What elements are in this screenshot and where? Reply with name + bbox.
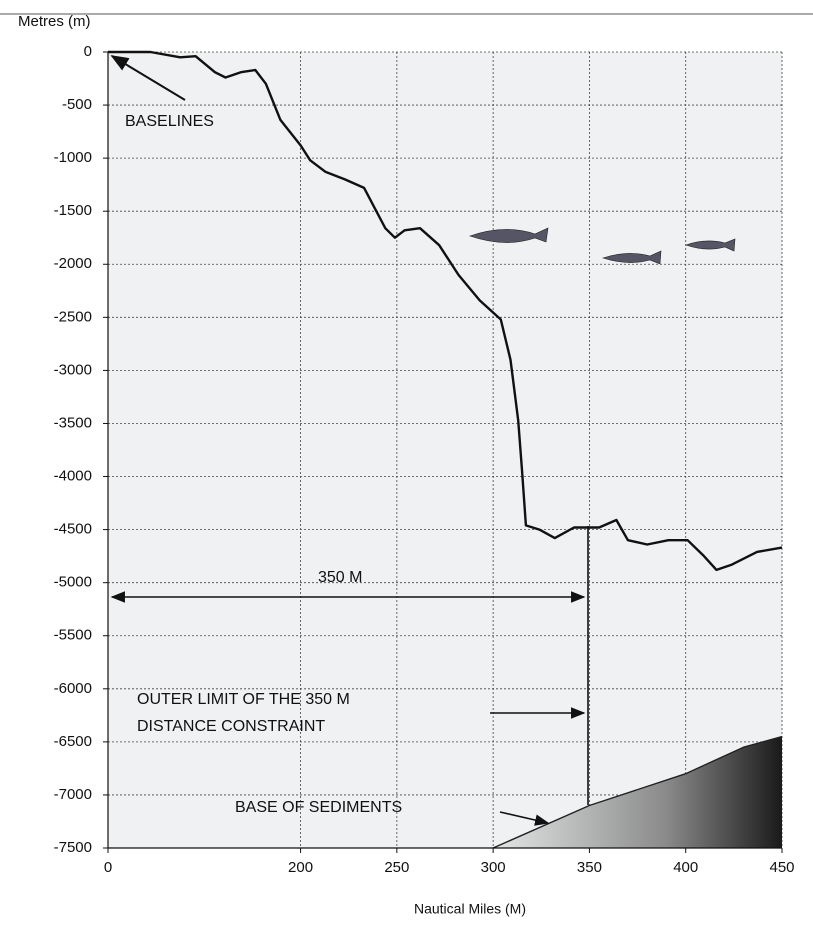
annotation: BASELINES — [125, 113, 214, 130]
baselines-arrow — [110, 55, 186, 101]
y-tick-label: 0 — [84, 43, 92, 60]
y-tick-label: -3500 — [54, 414, 92, 431]
y-tick-label: -6000 — [54, 680, 92, 697]
x-tick-label: 300 — [481, 859, 506, 876]
x-tick-label: 250 — [384, 859, 409, 876]
fish-icons — [469, 227, 736, 265]
y-tick-label: -7500 — [54, 839, 92, 856]
x-tick-label: 400 — [673, 859, 698, 876]
y-tick-label: -4500 — [54, 521, 92, 538]
data — [108, 50, 783, 849]
annotation: BASE OF SEDIMENTS — [235, 799, 402, 816]
sediment-line — [492, 735, 783, 849]
y-tick-label: -5000 — [54, 574, 92, 591]
y-tick-label: -2000 — [54, 255, 92, 272]
plot-background — [108, 52, 782, 848]
y-tick-label: -1500 — [54, 202, 92, 219]
y-tick-label: -500 — [62, 96, 92, 113]
grid — [103, 51, 783, 853]
x-axis-label: Nautical Miles (M) — [414, 901, 526, 917]
x-tick-label: 200 — [288, 859, 313, 876]
y-tick-label: -2500 — [54, 308, 92, 325]
annotation: DISTANCE CONSTRAINT — [137, 718, 325, 735]
annotation: 350 M — [318, 569, 362, 586]
x-tick-label: 350 — [577, 859, 602, 876]
y-tick-label: -5500 — [54, 627, 92, 644]
seabed-line — [108, 50, 783, 572]
sediment-area — [493, 736, 782, 848]
y-tick-label: -7000 — [54, 786, 92, 803]
y-axis-label: Metres (m) — [18, 13, 91, 30]
sediment-arrow — [499, 811, 550, 826]
y-tick-label: -6500 — [54, 733, 92, 750]
y-tick-label: -4000 — [54, 468, 92, 485]
annotation: OUTER LIMIT OF THE 350 M — [137, 691, 350, 708]
x-tick-label: 0 — [104, 859, 112, 876]
x-tick-label: 450 — [769, 859, 794, 876]
y-tick-label: -1000 — [54, 149, 92, 166]
y-tick-label: -3000 — [54, 361, 92, 378]
